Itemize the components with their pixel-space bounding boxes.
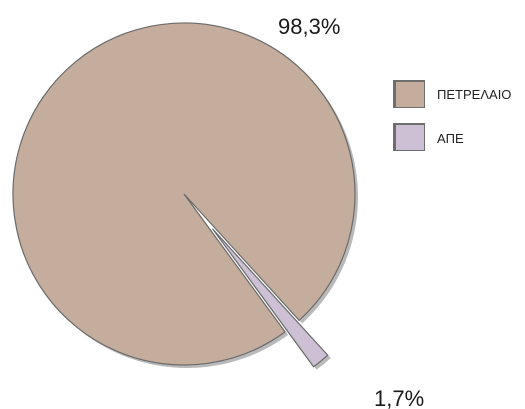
- legend-swatch-ape: [396, 125, 424, 150]
- legend-label-ape: ΑΠΕ: [437, 131, 464, 146]
- legend-label-petrelaio: ΠΕΤΡΕΛΑΙΟ: [437, 87, 511, 102]
- pie-slices: [12, 22, 359, 370]
- data-labels: 98,3% 1,7%: [278, 14, 424, 409]
- legend: ΠΕΤΡΕΛΑΙΟ ΑΠΕ: [393, 80, 511, 151]
- data-label-ape: 1,7%: [374, 386, 424, 409]
- legend-item-petrelaio: ΠΕΤΡΕΛΑΙΟ: [393, 80, 511, 108]
- legend-item-ape: ΑΠΕ: [393, 123, 464, 151]
- pie-slice-ape: [212, 228, 329, 368]
- legend-swatch-petrelaio: [396, 82, 424, 107]
- data-label-petrelaio: 98,3%: [278, 14, 340, 39]
- pie-slice-petrelaio: [12, 22, 356, 366]
